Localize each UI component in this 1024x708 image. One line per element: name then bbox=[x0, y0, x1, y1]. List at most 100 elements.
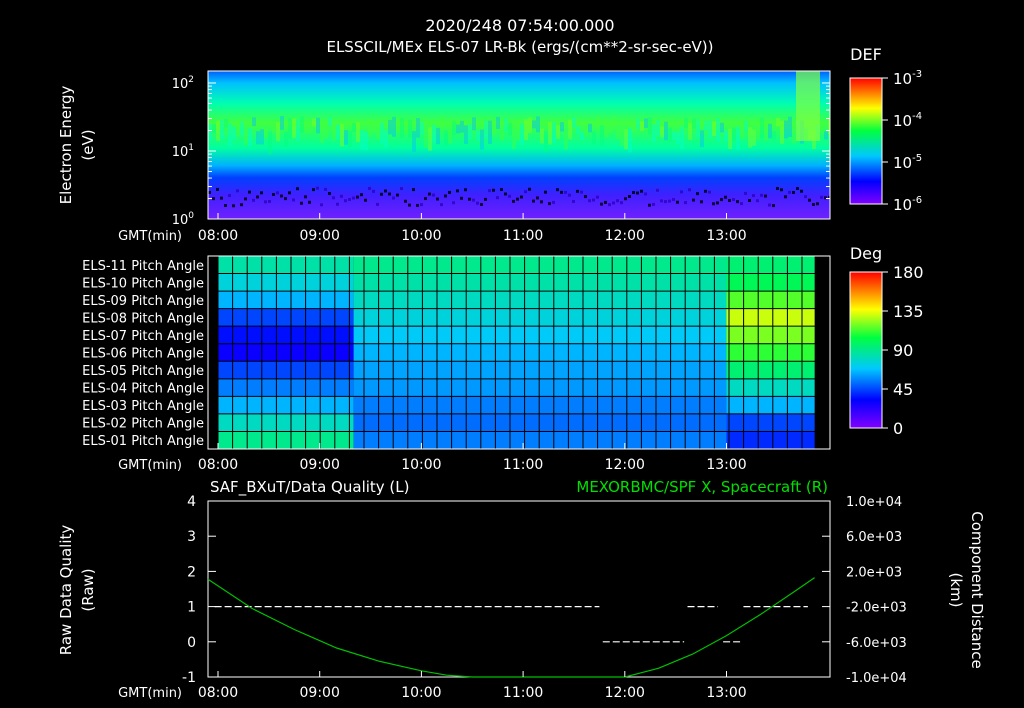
spectrogram-column bbox=[512, 130, 516, 149]
spectrogram-column bbox=[448, 130, 452, 144]
spectrogram-speckle bbox=[820, 195, 823, 199]
pitch-angle-grid bbox=[208, 256, 830, 449]
line-title-right: MEXORBMC/SPF X, Spacecraft (R) bbox=[576, 478, 828, 496]
spectrogram-speckle bbox=[336, 202, 339, 206]
spectrogram-speckle bbox=[352, 196, 355, 200]
deg-tick-label: 90 bbox=[893, 341, 913, 360]
spectrogram-column bbox=[636, 118, 640, 129]
time-tick-label: 11:00 bbox=[503, 457, 543, 473]
spectrogram-speckle bbox=[244, 197, 247, 201]
spectrogram-column bbox=[336, 124, 340, 140]
spectrogram-speckle bbox=[608, 203, 611, 207]
spectrogram-column bbox=[412, 131, 416, 152]
time-tick-label: 10:00 bbox=[401, 685, 441, 701]
pitch-angle-cell bbox=[726, 256, 815, 275]
spectrogram-speckle bbox=[548, 202, 551, 206]
spectrogram-speckle bbox=[332, 196, 335, 200]
spectrogram-speckle bbox=[300, 201, 303, 205]
line-title-left: SAF_BXuT/Data Quality (L) bbox=[210, 478, 410, 497]
spectrogram-speckle bbox=[476, 201, 479, 205]
spectrogram-column bbox=[664, 121, 668, 141]
time-tick-label: 09:00 bbox=[300, 685, 340, 701]
spectrogram-column bbox=[248, 128, 252, 147]
spectrogram-speckle bbox=[812, 203, 815, 207]
deg-colorbar-ticks: 180 135 90 45 0 bbox=[882, 263, 924, 438]
spectrogram-speckle bbox=[660, 199, 663, 203]
pitch-angle-cell bbox=[726, 326, 815, 345]
line-ytick-right-label: 2.0e+03 bbox=[846, 565, 902, 580]
spectrogram-speckle bbox=[424, 197, 427, 201]
spectrogram-column bbox=[440, 117, 444, 128]
spectrogram-speckle bbox=[272, 192, 275, 196]
spectrogram-speckle bbox=[428, 192, 431, 196]
spectrogram-speckle bbox=[640, 189, 643, 193]
line-ytick-right-label: -6.0e+03 bbox=[846, 636, 907, 651]
time-tick-label: 09:00 bbox=[300, 228, 340, 244]
spectrogram-ytick-label: 100 bbox=[172, 211, 195, 228]
spectrogram-column bbox=[704, 120, 708, 131]
spectrogram-column bbox=[532, 120, 536, 129]
line-ytick-right-label: 6.0e+03 bbox=[846, 530, 902, 545]
pitch-angle-cell bbox=[353, 413, 727, 432]
line-ytick-left-label: 3 bbox=[187, 529, 196, 545]
pitch-angle-cell bbox=[726, 308, 815, 327]
line-ytick-left-label: 4 bbox=[187, 494, 196, 510]
spectrogram-ytick-label: 101 bbox=[172, 143, 194, 160]
pitch-angle-cell bbox=[353, 308, 727, 327]
spectrogram-speckle bbox=[436, 197, 439, 201]
spectrogram-speckle bbox=[260, 191, 263, 195]
spectrogram-column bbox=[764, 122, 768, 141]
spectrogram-speckle bbox=[468, 197, 471, 201]
spectrogram-column bbox=[788, 116, 792, 137]
spectrogram-column bbox=[312, 118, 316, 127]
spectrogram-column bbox=[732, 127, 736, 141]
spectrogram-speckle bbox=[296, 187, 299, 191]
spectrogram-speckle bbox=[232, 204, 235, 208]
pitch-angle-row-label: ELS-05 Pitch Angle bbox=[82, 364, 204, 379]
spectrogram-speckle bbox=[768, 203, 771, 207]
pitch-angle-cell bbox=[218, 273, 354, 292]
spectrogram-column bbox=[620, 128, 624, 146]
spectrogram-column bbox=[280, 116, 284, 130]
spectrogram-column bbox=[632, 121, 636, 133]
spectrogram-column bbox=[536, 116, 540, 133]
line-ytick-left-label: 0 bbox=[187, 635, 196, 651]
spectrogram-speckle bbox=[396, 193, 399, 197]
spectrogram-speckle bbox=[488, 189, 491, 193]
spectrogram-speckle bbox=[480, 202, 483, 206]
spectrogram-column bbox=[428, 127, 432, 151]
time-axis-label: GMT(min) bbox=[118, 686, 182, 701]
spectrogram-speckle bbox=[392, 196, 395, 200]
spectrogram-column bbox=[424, 128, 428, 148]
spectrogram-column bbox=[232, 126, 236, 140]
spectrogram-column bbox=[708, 120, 712, 138]
spectrogram-column bbox=[572, 117, 576, 128]
spectrogram-column bbox=[540, 128, 544, 144]
spectrogram-column bbox=[364, 131, 368, 151]
spectrogram-speckle bbox=[320, 203, 323, 207]
spectrogram-speckle bbox=[736, 200, 739, 204]
spectrogram-column bbox=[340, 123, 344, 147]
pitch-angle-cell bbox=[353, 256, 727, 275]
spectrogram-speckle bbox=[624, 197, 627, 201]
spectrogram-speckle bbox=[324, 187, 327, 191]
spectrogram-speckle bbox=[316, 186, 319, 190]
spectrogram-speckle bbox=[564, 190, 567, 194]
spectrogram-speckle bbox=[288, 191, 291, 195]
spectrogram-column bbox=[308, 121, 312, 134]
pitch-angle-cell bbox=[726, 343, 815, 362]
spectrogram-speckle bbox=[340, 194, 343, 198]
header-subtitle: ELSSCIL/MEx ELS-07 LR-Bk (ergs/(cm**2-sr… bbox=[326, 38, 713, 56]
spectrogram-speckle bbox=[776, 186, 779, 190]
spectrogram-speckle bbox=[496, 196, 499, 200]
spectrogram-image bbox=[208, 71, 830, 219]
spectrogram-frame bbox=[207, 70, 831, 220]
spectrogram-speckle bbox=[676, 200, 679, 204]
spectrogram-column bbox=[608, 122, 612, 135]
spectrogram-speckle bbox=[368, 186, 371, 190]
spectrogram-column bbox=[576, 126, 580, 135]
spectrogram-speckle bbox=[740, 202, 743, 206]
spectrogram-speckle bbox=[284, 197, 287, 201]
spectrogram-speckle bbox=[828, 195, 830, 199]
